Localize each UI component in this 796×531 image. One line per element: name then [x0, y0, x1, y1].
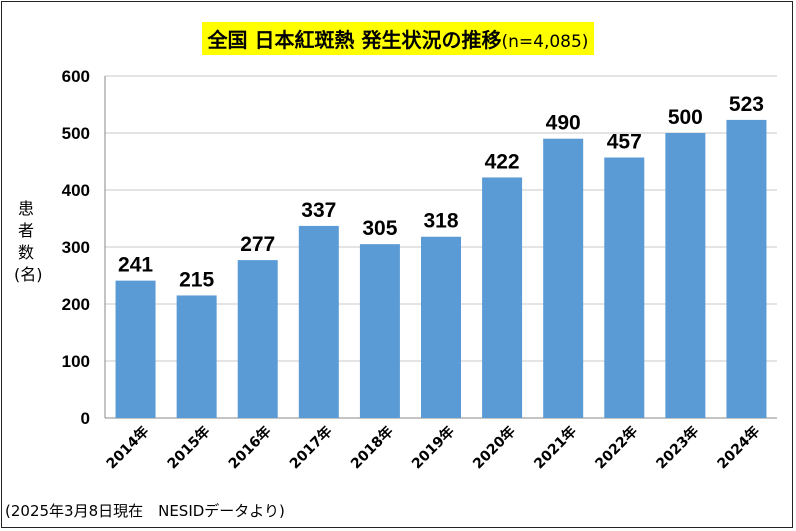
- data-label: 523: [729, 93, 764, 116]
- x-tick-label: 2015年: [164, 423, 213, 472]
- x-tick-label: 2021年: [531, 423, 580, 472]
- data-label: 215: [179, 268, 214, 291]
- data-label: 241: [118, 254, 153, 277]
- bar: [482, 177, 523, 418]
- data-label: 500: [668, 106, 703, 129]
- data-label: 277: [240, 233, 275, 256]
- x-tick-label: 2017年: [286, 423, 335, 472]
- bar: [543, 138, 584, 418]
- x-tick-label: 2024年: [714, 423, 763, 472]
- bar: [726, 119, 767, 418]
- x-tick-label: 2019年: [408, 423, 457, 472]
- x-tick-label: 2022年: [592, 423, 641, 472]
- y-tick-label: 600: [62, 67, 90, 86]
- bar: [176, 295, 217, 418]
- data-label: 305: [362, 217, 397, 240]
- y-tick-label: 100: [62, 352, 90, 371]
- bar: [115, 280, 156, 418]
- bar: [604, 157, 645, 418]
- bar: [237, 260, 278, 418]
- y-tick-label: 300: [62, 238, 90, 257]
- x-tick-label: 2020年: [469, 423, 518, 472]
- chart-title-main: 全国 日本紅斑熱 発生状況の推移: [207, 28, 502, 52]
- y-axis-label: 患者数(名): [14, 199, 43, 284]
- title-wrap: 全国 日本紅斑熱 発生状況の推移(n=4,085): [0, 22, 796, 55]
- bar: [421, 236, 461, 418]
- x-tick-label: 2018年: [347, 423, 396, 472]
- bar: [665, 133, 706, 418]
- data-label: 457: [607, 131, 642, 154]
- x-tick-label: 2014年: [103, 423, 152, 472]
- data-label: 490: [546, 112, 581, 135]
- y-tick-label: 0: [81, 409, 90, 428]
- y-tick-label: 500: [62, 124, 90, 143]
- x-tick-label: 2016年: [225, 423, 274, 472]
- bar: [359, 244, 400, 418]
- y-tick-label: 200: [62, 295, 90, 314]
- y-tick-label: 400: [62, 181, 90, 200]
- footnote: (2025年3月8日現在 NESIDデータより): [5, 502, 285, 520]
- bar: [298, 225, 339, 418]
- x-tick-label: 2023年: [653, 423, 702, 472]
- data-label: 422: [485, 150, 520, 173]
- data-label: 318: [423, 210, 458, 233]
- chart-title: 全国 日本紅斑熱 発生状況の推移(n=4,085): [201, 22, 595, 55]
- data-label: 337: [301, 199, 336, 222]
- chart-title-count: (n=4,085): [501, 32, 589, 52]
